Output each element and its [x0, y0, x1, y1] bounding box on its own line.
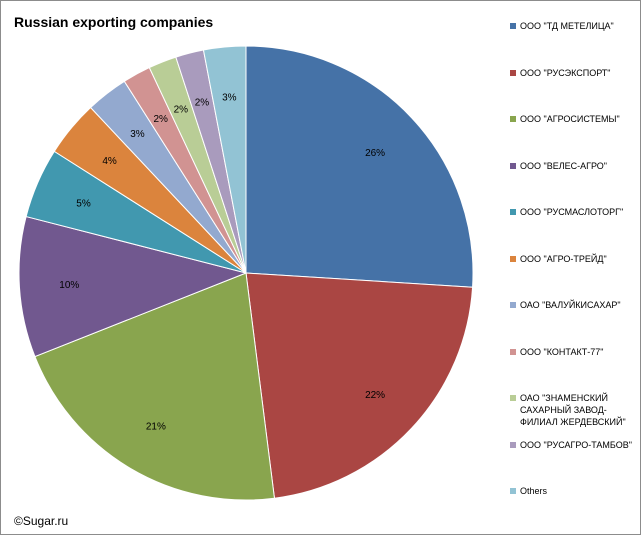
data-label: 5%	[76, 199, 91, 210]
legend-swatch	[510, 116, 516, 122]
data-label: 4%	[102, 156, 117, 167]
legend-label: ООО "РУСАГРО-ТАМБОВ"	[520, 439, 632, 450]
legend-swatch	[510, 441, 516, 448]
pie-slice	[18, 215, 248, 358]
legend-swatch	[510, 255, 516, 262]
legend-swatch	[510, 488, 516, 494]
pie-slice	[245, 45, 474, 288]
pie-slice	[34, 272, 276, 501]
data-label: 2%	[195, 98, 210, 109]
legend-label: ОАО "ЗНАМЕНСКИЙ САХАРНЫЙ ЗАВОД-ФИЛИАЛ ЖЕ…	[520, 393, 626, 427]
legend-label: ООО "АГРОСИСТЕМЫ"	[520, 114, 620, 124]
legend-label: ООО "АГРО-ТРЕЙД"	[520, 253, 607, 264]
legend-item: ОАО "ВАЛУЙКИСАХАР"	[510, 299, 638, 311]
data-label: 3%	[130, 129, 145, 140]
legend-label: Others	[520, 486, 548, 496]
legend-label: ООО "ТД МЕТЕЛИЦА"	[520, 21, 614, 31]
legend-item: ООО "ВЕЛЕС-АГРО"	[510, 160, 638, 172]
legend-item: ООО "РУСМАСЛОТОРГ"	[510, 206, 638, 218]
legend-item: ООО "КОНТАКТ-77"	[510, 346, 638, 358]
legend-label: ООО "РУСМАСЛОТОРГ"	[520, 207, 624, 217]
legend-swatch	[510, 162, 516, 169]
data-label: 10%	[59, 280, 79, 291]
legend: ООО "ТД МЕТЕЛИЦА" ООО "РУСЭКСПОРТ" ООО "АГ…	[510, 20, 638, 500]
legend-item: ООО "ТД МЕТЕЛИЦА"	[510, 20, 638, 32]
legend-label: ООО "КОНТАКТ-77"	[520, 346, 604, 357]
data-label: 2%	[174, 104, 189, 115]
legend-swatch	[510, 395, 516, 401]
legend-swatch	[510, 302, 516, 308]
legend-label: ООО "ВЕЛЕС-АГРО"	[520, 160, 607, 171]
legend-item: Others	[510, 485, 638, 497]
pie-slice	[202, 45, 247, 274]
pie-slice	[245, 272, 474, 499]
legend-swatch	[510, 69, 516, 76]
data-label: 3%	[222, 93, 237, 104]
legend-label: ООО "РУСЭКСПОРТ"	[520, 67, 611, 78]
legend-swatch	[510, 209, 516, 215]
data-label: 21%	[146, 421, 166, 432]
legend-label: ОАО "ВАЛУЙКИСАХАР"	[520, 300, 621, 310]
data-label: 22%	[365, 390, 385, 401]
legend-swatch	[510, 348, 516, 355]
legend-item: ООО "АГРОСИСТЕМЫ"	[510, 113, 638, 125]
copyright-text: ©Sugar.ru	[14, 514, 69, 528]
data-label: 26%	[365, 148, 385, 159]
legend-swatch	[510, 23, 516, 29]
legend-item: ОАО "ЗНАМЕНСКИЙ САХАРНЫЙ ЗАВОД-ФИЛИАЛ ЖЕ…	[510, 392, 638, 428]
legend-item: ООО "АГРО-ТРЕЙД"	[510, 253, 638, 265]
legend-item: ООО "РУСАГРО-ТАМБОВ"	[510, 439, 638, 451]
chart-title: Russian exporting companies	[14, 14, 214, 30]
data-label: 2%	[153, 114, 168, 125]
legend-item: ООО "РУСЭКСПОРТ"	[510, 67, 638, 79]
